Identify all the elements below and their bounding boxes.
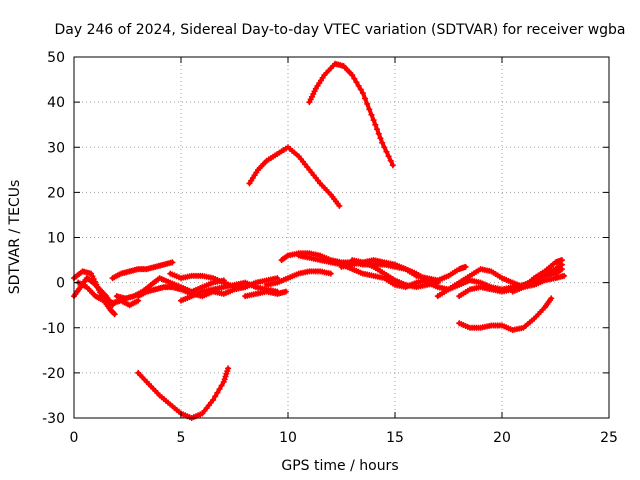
y-tick-label: -20: [42, 366, 65, 382]
data-point: [379, 139, 386, 146]
data-point: [548, 295, 555, 302]
y-tick-label: 30: [47, 140, 65, 156]
y-tick-label: -10: [42, 321, 65, 337]
series-arc-10: [263, 268, 334, 288]
series-arc-16: [306, 60, 396, 169]
y-tick-label: -30: [42, 411, 65, 427]
data-points: [71, 60, 568, 421]
y-tick-label: 50: [47, 50, 65, 66]
y-axis-label: SDTVAR / TECUs: [7, 180, 23, 295]
series-arc-4: [109, 259, 176, 282]
data-point: [385, 153, 392, 160]
data-point: [327, 270, 334, 277]
y-tick-label: 40: [47, 95, 65, 111]
x-tick-label: 25: [600, 430, 618, 446]
data-point: [111, 311, 118, 318]
chart-title: Day 246 of 2024, Sidereal Day-to-day VTE…: [54, 22, 625, 38]
data-point: [383, 148, 390, 155]
series-arc-3: [75, 279, 142, 309]
x-tick-label: 20: [493, 430, 511, 446]
data-point: [169, 259, 176, 266]
data-point: [387, 157, 394, 164]
series-trace: [307, 61, 395, 168]
series-arc-9: [242, 288, 289, 300]
data-point: [210, 396, 217, 403]
data-point: [372, 121, 379, 128]
x-tick-label: 15: [386, 430, 404, 446]
data-point: [355, 82, 362, 89]
data-point: [353, 79, 360, 86]
data-point: [282, 288, 289, 295]
x-axis-label: GPS time / hours: [281, 458, 398, 474]
data-point: [225, 365, 232, 372]
data-point: [336, 202, 343, 209]
series-arc-22: [509, 257, 565, 295]
data-point: [349, 72, 356, 79]
series-arc-13: [338, 257, 441, 284]
y-tick-label: 10: [47, 231, 65, 247]
data-point: [214, 389, 221, 396]
y-tick-label: 0: [56, 276, 65, 292]
data-point: [218, 382, 225, 389]
series-arc-17: [135, 365, 232, 421]
data-point: [368, 111, 375, 118]
data-point: [374, 126, 381, 133]
x-tick-label: 0: [70, 430, 79, 446]
x-tick-label: 10: [279, 430, 297, 446]
data-point: [558, 257, 565, 264]
ticks: 0 5 10 15 20 25 -30 -20 -10 0 10 20 30 40 50: [42, 50, 618, 446]
series-trace: [247, 145, 342, 208]
series-arc-15: [246, 144, 343, 209]
data-point: [357, 86, 364, 93]
series-arc-21: [456, 295, 555, 334]
data-point: [351, 75, 358, 82]
data-point: [212, 393, 219, 400]
data-point: [364, 100, 371, 107]
data-point: [366, 106, 373, 113]
data-point: [561, 272, 568, 279]
data-point: [362, 95, 369, 102]
data-point: [216, 386, 223, 393]
data-point: [462, 263, 469, 270]
data-point: [375, 130, 382, 137]
data-point: [381, 144, 388, 151]
data-point: [389, 162, 396, 169]
data-point: [377, 135, 384, 142]
data-point: [370, 117, 377, 124]
data-point: [558, 266, 565, 273]
y-tick-label: 20: [47, 185, 65, 201]
series-arc-20: [456, 272, 568, 300]
data-point: [110, 310, 117, 317]
x-tick-label: 5: [177, 430, 186, 446]
series-arc-8: [178, 279, 281, 304]
data-point: [359, 90, 366, 97]
grid: [74, 57, 609, 418]
